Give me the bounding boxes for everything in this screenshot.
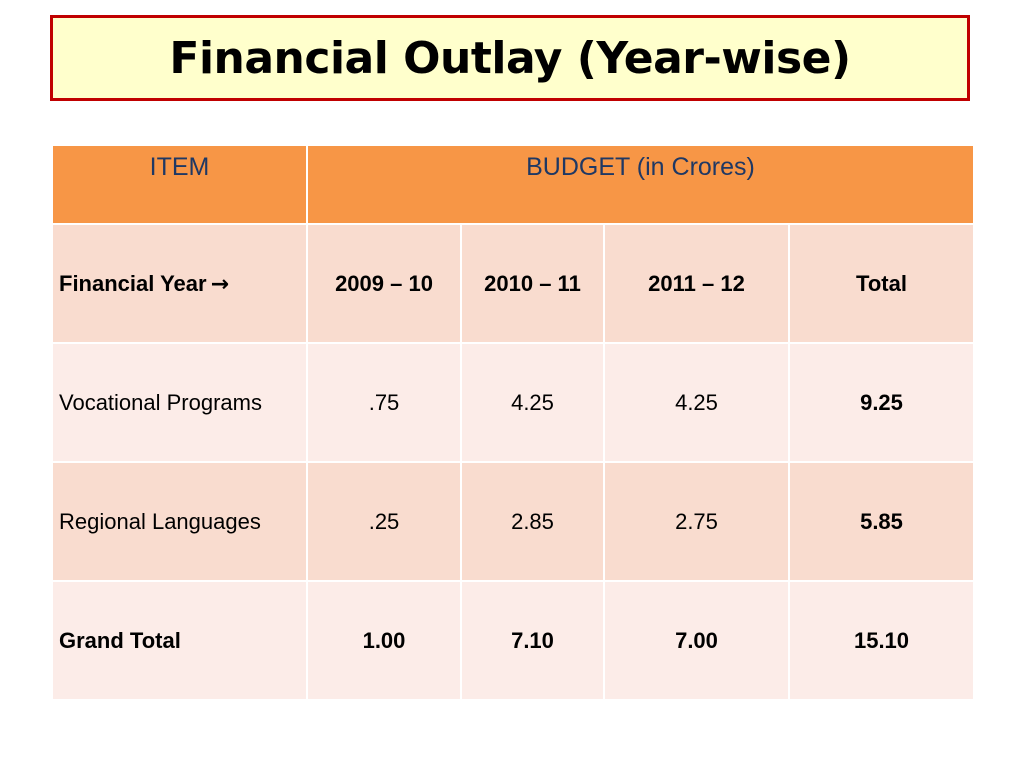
header-item: ITEM [51,144,308,225]
row-item-regional-languages: Regional Languages [51,461,308,582]
financial-outlay-table: ITEM BUDGET (in Crores) Financial Year → … [51,144,975,701]
header-budget: BUDGET (in Crores) [306,144,975,225]
slide-title: Financial Outlay (Year-wise) [169,32,851,84]
grand-total-cell: 15.10 [788,580,975,701]
year-2010-11: 2010 – 11 [460,223,605,344]
table-row: Regional Languages .25 2.85 2.75 5.85 [51,461,975,582]
financial-year-row: Financial Year → 2009 – 10 2010 – 11 2011… [51,223,975,344]
table-cell: .75 [306,342,462,463]
year-2009-10: 2009 – 10 [306,223,462,344]
table-cell: 1.00 [306,580,462,701]
row-total-cell: 9.25 [788,342,975,463]
financial-year-label-cell: Financial Year → [51,223,308,344]
table-cell: 4.25 [460,342,605,463]
table-cell: 2.75 [603,461,790,582]
table-cell: 7.10 [460,580,605,701]
financial-year-label: Financial Year [59,270,207,296]
table-header-row: ITEM BUDGET (in Crores) [51,144,975,225]
row-item-grand-total: Grand Total [51,580,308,701]
table-cell: 7.00 [603,580,790,701]
row-item-vocational-programs: Vocational Programs [51,342,308,463]
grand-total-row: Grand Total 1.00 7.10 7.00 15.10 [51,580,975,701]
table-row: Vocational Programs .75 4.25 4.25 9.25 [51,342,975,463]
title-box: Financial Outlay (Year-wise) [50,15,970,101]
arrow-right-icon: → [210,271,230,297]
table-cell: .25 [306,461,462,582]
row-total-cell: 5.85 [788,461,975,582]
table-cell: 2.85 [460,461,605,582]
table-cell: 4.25 [603,342,790,463]
year-total: Total [788,223,975,344]
year-2011-12: 2011 – 12 [603,223,790,344]
